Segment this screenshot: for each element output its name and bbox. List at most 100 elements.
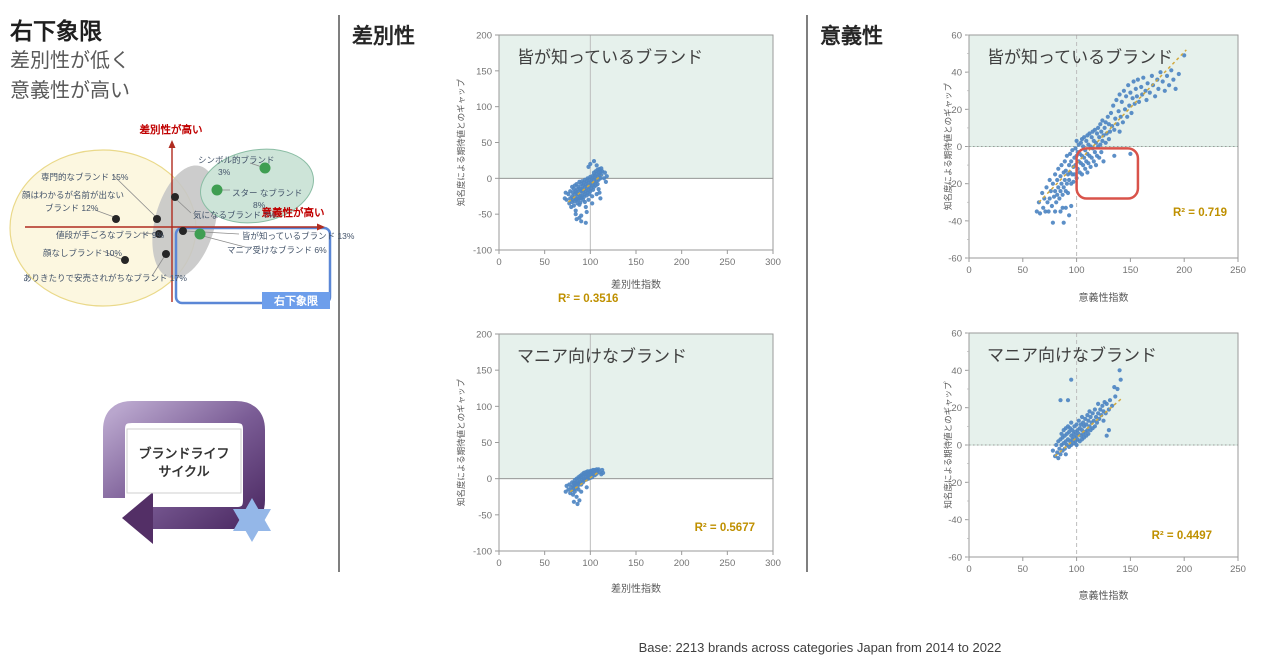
y-tick-label: 50 xyxy=(481,138,492,149)
y-tick-label: 40 xyxy=(951,68,962,79)
scatter-point xyxy=(1076,418,1081,423)
scatter-point xyxy=(564,483,569,488)
scatter-point xyxy=(599,172,604,177)
scatter-point xyxy=(1065,190,1071,196)
scatter-point xyxy=(1081,163,1086,168)
scatter-points xyxy=(562,159,609,225)
scatter-point xyxy=(1145,81,1150,86)
y-tick-label: 0 xyxy=(487,174,492,185)
scatter-point xyxy=(1053,189,1058,194)
scatter-point xyxy=(1055,177,1060,183)
green-cluster-ellipse xyxy=(200,148,314,224)
scatter-point xyxy=(1100,118,1105,123)
scatter-point xyxy=(1065,398,1071,403)
scatter-point xyxy=(1119,99,1124,104)
scatter-point xyxy=(1127,103,1132,108)
scatter-point xyxy=(1069,420,1074,425)
scatter-point xyxy=(1113,394,1118,399)
scatter-point xyxy=(1085,170,1090,175)
scatter-point xyxy=(1063,168,1068,173)
scatter-point xyxy=(1171,77,1176,82)
r2-label: R² = 0.3516 xyxy=(558,293,618,305)
scatter-point xyxy=(1058,209,1063,214)
scatter-point xyxy=(1045,200,1050,205)
x-tick-label: 150 xyxy=(628,558,644,569)
scatter-point xyxy=(1093,163,1099,168)
scatter-point xyxy=(1141,75,1146,80)
page-subtitle-1: 差別性が低く xyxy=(10,50,130,72)
scatter-point xyxy=(1059,181,1064,186)
scatter-point xyxy=(1100,403,1105,408)
scatter-point xyxy=(1101,418,1106,423)
y-tick-label: -60 xyxy=(948,254,962,265)
y-axis-label: 知名度による期待値とのギャップ xyxy=(456,78,466,206)
scatter-point xyxy=(1091,159,1096,164)
scatter-point xyxy=(594,163,599,168)
x-tick-label: 0 xyxy=(966,265,971,276)
scatter-point xyxy=(1056,185,1061,190)
scatter-point xyxy=(1056,456,1061,461)
scatter-point xyxy=(1041,205,1046,210)
scatter-point xyxy=(563,190,568,195)
horizontal-axis-arrow xyxy=(317,223,325,231)
y-tick-label: -20 xyxy=(948,179,962,190)
x-tick-label: 100 xyxy=(1069,564,1085,575)
scatter-point xyxy=(1169,68,1174,73)
scatter-point xyxy=(602,170,608,175)
scatter-point xyxy=(1096,411,1101,416)
scatter-point xyxy=(1108,110,1114,116)
scatter-point xyxy=(1121,88,1126,93)
scatter-point xyxy=(579,489,584,494)
scatter-point xyxy=(1125,114,1130,119)
y-axis-label: 知名度による期待値とのギャップ xyxy=(456,378,466,506)
scatter-point xyxy=(590,201,595,206)
bottom-right-quadrant-box xyxy=(174,226,332,305)
y-tick-label: -40 xyxy=(948,216,962,227)
cluster-label-nedan: 値段が手ごろなブランド 9% xyxy=(56,230,165,240)
scatter-point xyxy=(1136,99,1142,104)
scatter-point xyxy=(1062,159,1067,164)
scatter-point xyxy=(1149,73,1154,78)
scatter-point xyxy=(1050,220,1055,225)
brand-dot-black xyxy=(112,215,120,223)
scatter-point xyxy=(1067,163,1072,168)
y-tick-label: -50 xyxy=(478,510,492,521)
y-tick-label: 150 xyxy=(476,366,492,377)
scatter-point xyxy=(1094,131,1100,136)
scatter-point xyxy=(1135,77,1140,82)
x-tick-label: 50 xyxy=(539,257,550,268)
scatter-chart-3: 0 50 100 150 200 2506040200-20-40-60皆が知っているブラ… xyxy=(943,31,1246,305)
x-axis-label: 差別性指数 xyxy=(611,278,661,291)
y-tick-label: -100 xyxy=(473,547,492,558)
scatter-point xyxy=(1093,414,1099,420)
scatter-point xyxy=(1111,103,1116,108)
x-tick-label: 100 xyxy=(1069,265,1085,276)
scatter-point xyxy=(1079,414,1085,420)
scatter-point xyxy=(1055,450,1060,455)
brand-dot-green xyxy=(259,162,271,174)
scatter-point xyxy=(1128,151,1133,156)
scatter-point xyxy=(1069,159,1074,164)
y-tick-label: 100 xyxy=(476,102,492,113)
cluster-label-kao1: 顔はわかるが名前が出ない xyxy=(22,190,124,200)
y-tick-label: 60 xyxy=(951,329,962,340)
scatter-point xyxy=(601,470,606,475)
x-tick-label: 0 xyxy=(496,558,501,569)
scatter-point xyxy=(1051,194,1057,199)
scatter-point xyxy=(1074,138,1079,143)
scatter-point xyxy=(1143,88,1148,93)
scatter-point xyxy=(1130,96,1135,101)
cluster-label-mania: マニア受けなブランド 6% xyxy=(227,245,327,255)
leader-line xyxy=(112,174,156,217)
trendline xyxy=(1038,49,1187,203)
y-tick-label: 100 xyxy=(476,402,492,413)
y-axis-label: 知名度による期待値とのギャップ xyxy=(943,381,953,509)
scatter-point xyxy=(1092,424,1097,429)
scatter-point xyxy=(1103,140,1108,145)
scatter-point xyxy=(571,203,577,208)
scatter-point xyxy=(1147,90,1152,95)
scatter-point xyxy=(1113,116,1118,121)
y-tick-label: 40 xyxy=(951,366,962,377)
scatter-point xyxy=(1049,203,1054,209)
scatter-point xyxy=(1144,97,1149,103)
